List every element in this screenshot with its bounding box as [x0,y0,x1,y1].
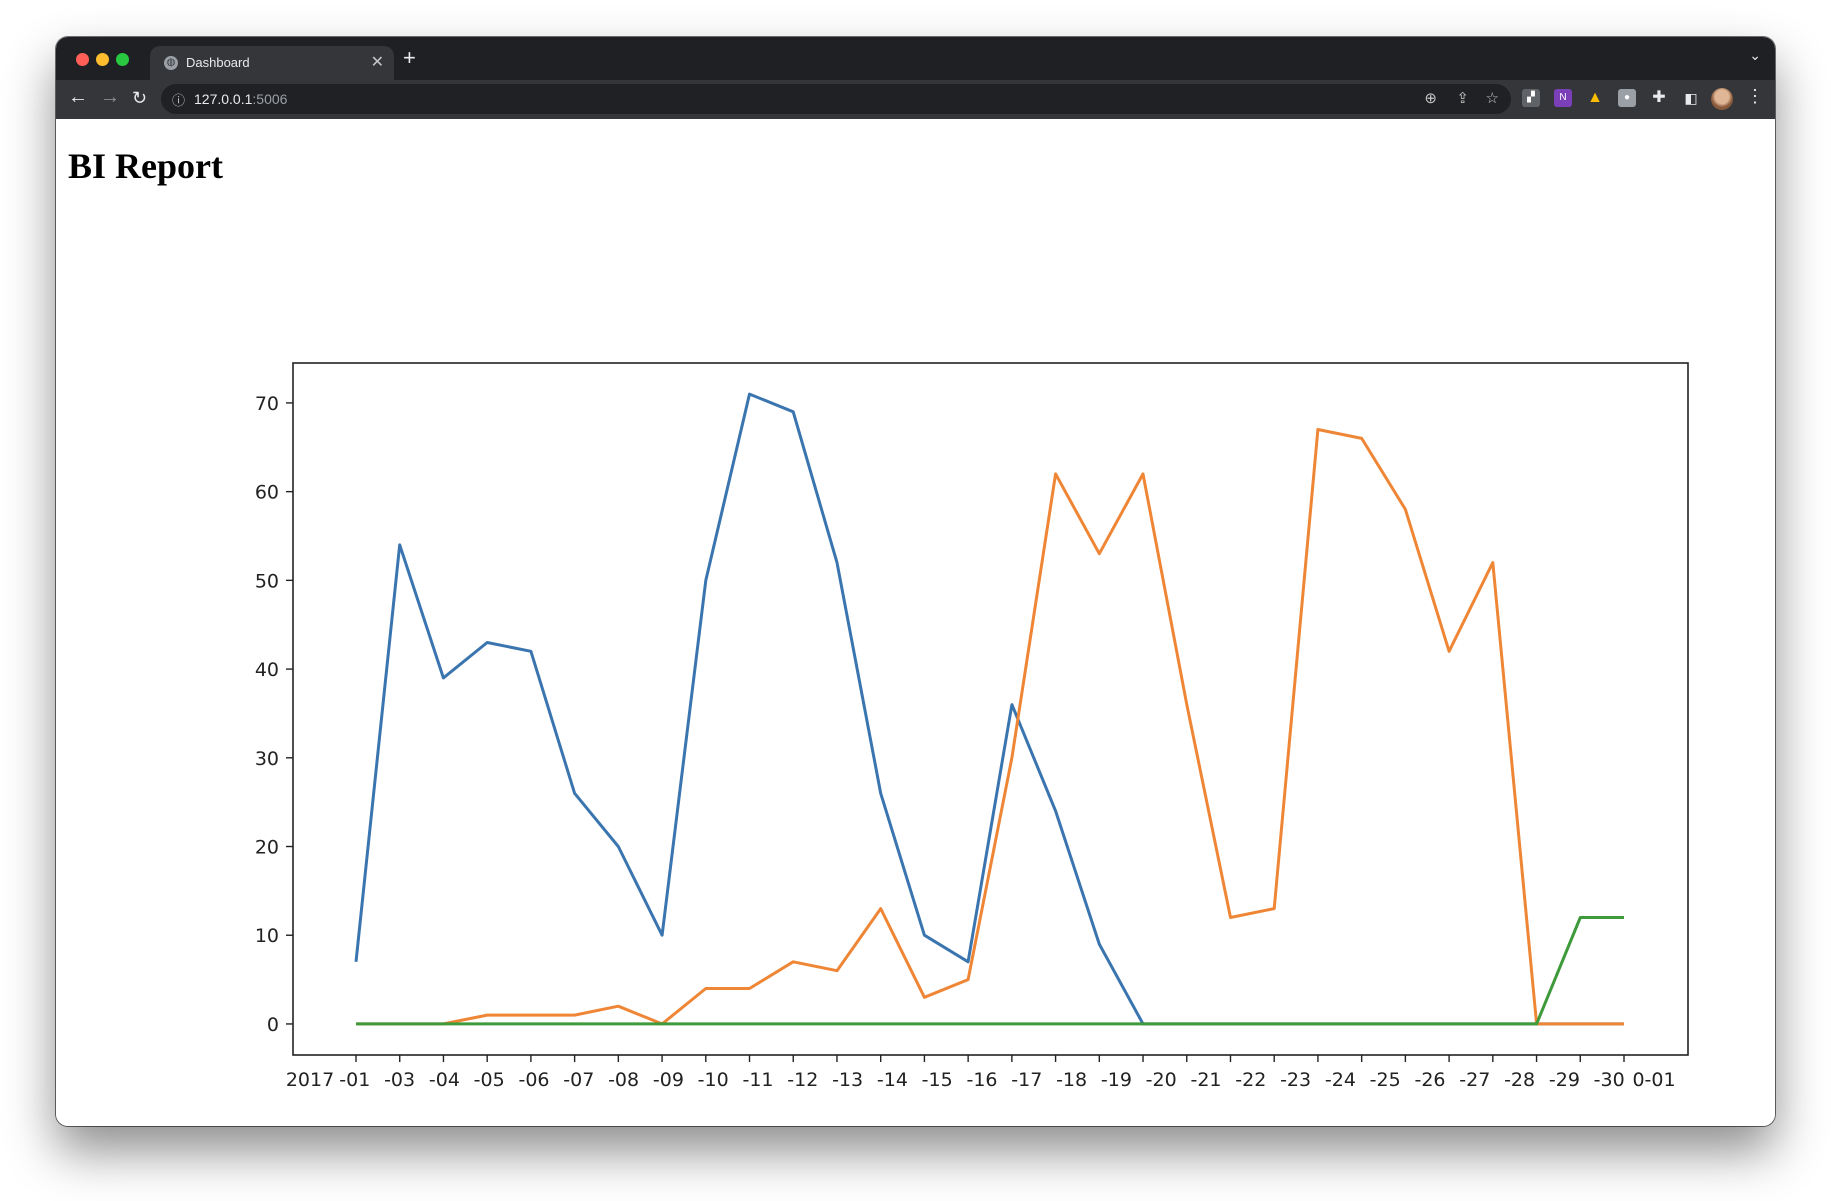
url-port: :5006 [252,91,288,107]
tab-title: Dashboard [186,55,250,70]
url-text[interactable]: 127.0.0.1:5006 [194,91,287,107]
x-tick-label: -06 [518,1069,549,1091]
info-icon[interactable]: ⓘ [172,93,186,108]
close-tab-icon[interactable]: ✕ [370,54,384,71]
share-icon[interactable]: ⇪ [1456,90,1469,107]
line-chart: 0 10 20 30 40 50 60 70 2017 -01 -03 -04 -05 -06 -07 -08… [255,362,1689,1091]
x-tick-label: -30 [1594,1069,1625,1091]
title-bar: ◍ Dashboard ✕ + ⌄ [56,37,1775,80]
x-tick-label: -29 [1549,1069,1580,1091]
puzzle-icon[interactable]: ✚ [1652,89,1666,106]
x-tick-label: -05 [474,1069,505,1091]
reload-icon[interactable]: ↻ [132,88,148,108]
x-tick-label: -09 [653,1069,684,1091]
x-tick-label: -27 [1459,1069,1490,1091]
x-tick-label: 0-01 [1632,1069,1675,1091]
x-tick-label: -04 [429,1069,460,1091]
x-tick-label: -20 [1146,1069,1177,1091]
x-tick-label: -15 [922,1069,953,1091]
extension-icon[interactable]: ▞ [1522,89,1540,107]
x-tick-label: -10 [698,1069,729,1091]
minimize-window-button[interactable] [96,53,109,66]
bookmark-star-icon[interactable]: ☆ [1485,90,1499,107]
x-tick-label: -26 [1414,1069,1445,1091]
y-tick-label: 20 [255,837,279,859]
x-tick-label: -19 [1101,1069,1132,1091]
browser-window: ◍ Dashboard ✕ + ⌄ ← → ↻ ⓘ 127.0.0.1:5006… [56,37,1775,1126]
y-tick-label: 10 [255,925,279,947]
drive-icon[interactable]: ▲ [1587,89,1603,106]
x-tick-label: -17 [1011,1069,1042,1091]
close-window-button[interactable] [76,53,89,66]
zoom-icon[interactable]: ⊕ [1424,90,1437,107]
avatar[interactable] [1711,88,1733,110]
browser-toolbar: ← → ↻ ⓘ 127.0.0.1:5006 ⊕ ⇪ ☆ ▞ N ▲ ● ✚ ◧… [56,80,1775,119]
x-tick-label: -07 [563,1069,594,1091]
x-tick-label: -12 [787,1069,818,1091]
x-tick-label: -23 [1280,1069,1311,1091]
x-tick-label: -21 [1190,1069,1221,1091]
more-menu-icon[interactable]: ⋮ [1746,86,1764,106]
side-panel-icon[interactable]: ◧ [1684,90,1698,106]
address-bar[interactable]: ⓘ 127.0.0.1:5006 ⊕ ⇪ ☆ [161,84,1511,114]
new-tab-button[interactable]: + [403,45,416,70]
x-tick-label: -28 [1504,1069,1535,1091]
tab-dashboard[interactable]: ◍ Dashboard ✕ [150,46,394,80]
x-tick-label: -11 [742,1069,773,1091]
chevron-down-icon[interactable]: ⌄ [1749,47,1761,63]
x-tick-label: 2017 [286,1069,334,1091]
globe-icon: ◍ [164,56,178,70]
x-tick-label: -01 [339,1069,370,1091]
series-line-3 [356,916,1624,1026]
x-tick-label: -18 [1056,1069,1087,1091]
x-tick-label: -16 [966,1069,997,1091]
x-tick-label: -22 [1235,1069,1266,1091]
y-tick-label: 40 [255,659,279,681]
y-tick-label: 50 [255,570,279,592]
onenote-icon[interactable]: N [1554,89,1572,107]
url-host: 127.0.0.1 [194,91,253,107]
forward-arrow-icon[interactable]: → [100,86,120,108]
extension-icon[interactable]: ● [1618,89,1636,107]
x-tick-label: -25 [1370,1069,1401,1091]
back-arrow-icon[interactable]: ← [68,86,88,108]
page-title: BI Report [68,146,223,186]
series-line-2 [356,428,1624,1026]
x-tick-label: -03 [384,1069,415,1091]
y-tick-label: 70 [255,393,279,415]
series-line-1 [354,392,1624,1026]
x-tick-label: -08 [608,1069,639,1091]
y-tick-label: 0 [267,1014,279,1036]
maximize-window-button[interactable] [116,53,129,66]
y-tick-label: 30 [255,748,279,770]
x-tick-label: -14 [877,1069,908,1091]
x-tick-label: -13 [832,1069,863,1091]
page-content: BI Report 0 10 20 30 40 50 60 70 2017 -01 -03 -04 -0… [56,119,1775,1126]
y-tick-label: 60 [255,482,279,504]
x-tick-label: -24 [1325,1069,1356,1091]
plot-frame [292,362,1689,1056]
